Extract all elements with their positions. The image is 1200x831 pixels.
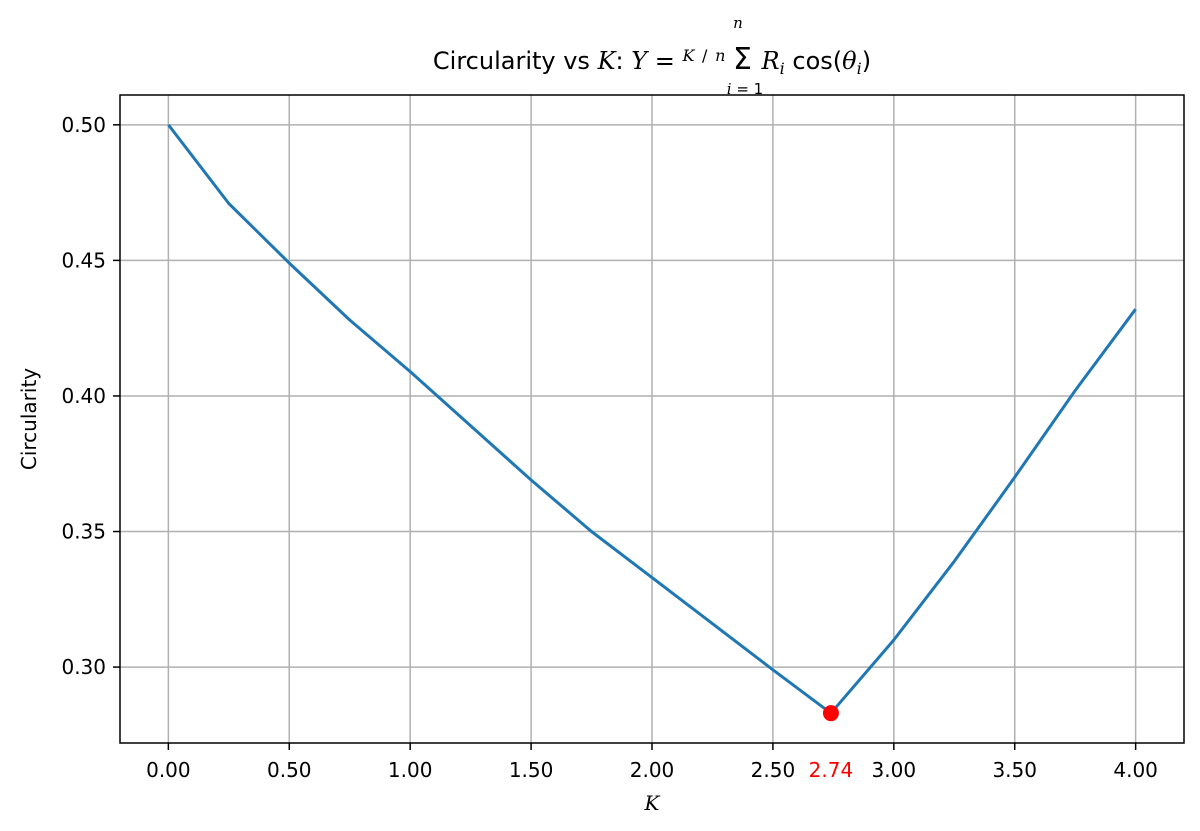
y-tick-label: 0.40 — [61, 384, 106, 408]
y-tick-label: 0.35 — [61, 520, 106, 544]
chart-title: Circularity vs K: Y = K / n Σ Ri cos(θi) — [433, 39, 871, 80]
minimum-x-label: 2.74 — [809, 758, 854, 782]
grid — [120, 95, 1184, 743]
x-tick-label: 0.50 — [267, 758, 312, 782]
y-tick-label: 0.50 — [61, 113, 106, 137]
x-axis-label: K — [644, 791, 661, 815]
sum-upper-limit: n — [733, 14, 743, 32]
x-tick-label: 3.00 — [872, 758, 917, 782]
y-axis-ticks: 0.30 0.35 0.40 0.45 0.50 — [61, 113, 120, 679]
x-tick-label: 2.50 — [751, 758, 796, 782]
sum-lower-limit: i = 1 — [727, 80, 763, 98]
x-tick-label: 2.00 — [630, 758, 675, 782]
minimum-point-marker — [822, 705, 839, 722]
x-tick-label: 1.00 — [388, 758, 433, 782]
x-tick-label: 4.00 — [1113, 758, 1158, 782]
y-tick-label: 0.45 — [61, 248, 106, 272]
series-line — [167, 123, 1137, 715]
x-tick-label: 1.50 — [509, 758, 554, 782]
y-tick-label: 0.30 — [61, 655, 106, 679]
y-axis-label: Circularity — [17, 368, 41, 470]
x-axis-ticks: 0.00 0.50 1.00 1.50 2.00 2.50 3.00 3.50 4.00 2.74 — [146, 743, 1158, 782]
x-tick-label: 0.00 — [146, 758, 191, 782]
series-layer — [167, 123, 1137, 722]
x-tick-label: 3.50 — [992, 758, 1037, 782]
title-prefix: Circularity vs — [433, 47, 590, 75]
